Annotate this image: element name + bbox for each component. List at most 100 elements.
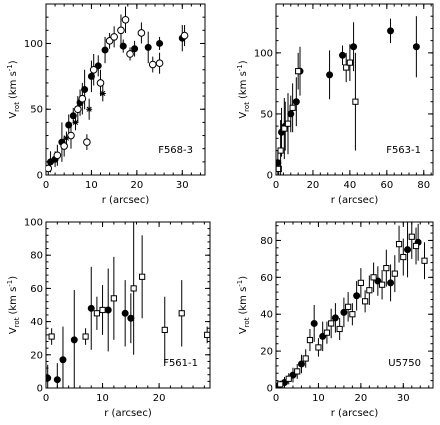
data-layer <box>276 16 420 175</box>
x-axis-label: r (arcsec) <box>102 195 150 206</box>
data-point-filled-circle <box>131 45 139 53</box>
panel-label: F568-3 <box>158 145 193 156</box>
data-point-filled-circle <box>292 98 300 106</box>
y-label-sub: rot <box>243 102 251 112</box>
data-point-open-square <box>408 233 415 240</box>
data-point-open-square <box>281 125 288 132</box>
data-point-open-square <box>362 298 369 305</box>
data-point-filled-circle <box>70 336 78 344</box>
y-label-main: V <box>238 327 249 334</box>
data-point-open-square <box>349 311 356 318</box>
data-point-open-circle <box>89 65 98 74</box>
data-point-filled-circle <box>326 71 334 79</box>
data-point-open-square <box>323 329 331 336</box>
data-point-open-circle <box>148 60 157 69</box>
x-tick-label: 0 <box>273 393 279 404</box>
data-point-open-square <box>277 381 284 388</box>
data-layer <box>46 222 210 388</box>
y-label-exp: -1 <box>236 280 244 287</box>
plot-frame <box>45 221 211 389</box>
y-label-exp: -1 <box>6 280 14 287</box>
data-point-filled-circle <box>144 43 152 51</box>
data-point-open-circle <box>46 164 53 173</box>
panel-label: F563-1 <box>386 145 421 156</box>
y-label-close: ) <box>238 276 249 280</box>
plot-frame <box>275 221 434 389</box>
data-point-filled-circle <box>81 86 89 93</box>
data-point-filled-circle <box>59 356 67 364</box>
x-tick-label: 20 <box>130 180 143 191</box>
panel-u5750: 0 10 20 30 0 20 40 60 80 r (arcsec) Vrot (km s-1) U5… <box>236 221 434 419</box>
y-label-exp: -1 <box>6 64 14 71</box>
data-point-open-circle <box>126 50 134 58</box>
y-label-sub: rot <box>13 102 21 112</box>
data-point-open-square <box>48 333 55 340</box>
y-tick-label: 20 <box>260 347 273 358</box>
y-axis-label: Vrot (km s-1) <box>236 60 251 118</box>
y-label-main: V <box>238 112 249 119</box>
data-point-filled-circle <box>69 112 77 120</box>
data-point-open-square <box>285 375 292 382</box>
x-tick-label: 10 <box>96 393 109 404</box>
y-axis-label: Vrot (km s-1) <box>236 276 251 334</box>
y-label-close: ) <box>8 276 19 280</box>
data-point-filled-circle <box>340 308 348 316</box>
data-point-filled-circle <box>46 374 52 382</box>
y-label-close: ) <box>8 60 19 64</box>
data-point-open-circle <box>155 59 164 67</box>
data-layer <box>276 222 428 388</box>
data-point-open-circle <box>110 33 118 41</box>
x-tick-label: 40 <box>344 180 357 191</box>
data-point-filled-circle <box>387 27 395 35</box>
data-point-filled-circle <box>94 62 102 70</box>
data-point-filled-circle <box>127 314 135 322</box>
y-tick-label: 0 <box>37 171 43 182</box>
x-axis-label: r (arcsec) <box>331 408 379 419</box>
x-tick-label: 60 <box>380 180 393 191</box>
panel-label: F561-1 <box>163 358 198 369</box>
x-tick-label: 0 <box>273 180 279 191</box>
data-point-open-square <box>93 310 100 317</box>
plot-frame <box>45 3 206 176</box>
x-tick-label: 0 <box>43 180 49 191</box>
data-point-open-circle <box>121 15 130 24</box>
panel-f568-3: 0 10 20 30 0 50 100 r (arcsec) Vrot (km s-1) F568-… <box>6 3 206 206</box>
x-tick-label: 0 <box>43 393 49 404</box>
y-label-exp: -1 <box>236 64 244 71</box>
x-tick-label: 20 <box>307 180 320 191</box>
data-point-open-square <box>352 98 359 105</box>
data-point-open-square <box>366 287 373 294</box>
y-tick-label: 50 <box>30 105 43 116</box>
data-point-open-square <box>391 270 398 277</box>
y-tick-label: 0 <box>37 384 43 395</box>
y-tick-label: 80 <box>30 251 43 262</box>
data-point-open-square <box>412 242 420 250</box>
x-tick-label: 10 <box>85 180 98 191</box>
panel-f563-1: 0 20 40 60 80 0 50 100 r (arcsec) Vrot (km s-1) F56… <box>236 3 434 206</box>
data-point-filled-circle <box>310 319 318 327</box>
data-point-star <box>99 90 106 97</box>
data-point-filled-circle <box>350 43 358 51</box>
data-point-filled-circle <box>101 46 109 54</box>
data-point-open-square <box>295 68 302 75</box>
y-label-unit: (km s <box>8 71 19 99</box>
x-tick-label: 80 <box>417 180 430 191</box>
data-point-open-square <box>357 279 364 286</box>
data-point-filled-circle <box>87 72 95 80</box>
data-point-open-circle <box>137 29 146 37</box>
data-point-open-square <box>345 303 352 310</box>
data-point-filled-circle <box>404 246 412 254</box>
x-tick-label: 20 <box>354 393 367 404</box>
y-tick-label: 60 <box>30 284 43 295</box>
x-axis-label: r (arcsec) <box>104 408 152 419</box>
data-point-filled-circle <box>65 121 73 129</box>
data-point-open-square <box>421 257 428 264</box>
data-point-open-square <box>400 253 407 261</box>
data-point-open-square <box>130 285 137 292</box>
data-point-open-circle <box>96 79 105 87</box>
data-point-open-square <box>302 355 309 362</box>
data-point-open-square <box>378 281 386 288</box>
data-point-open-square <box>277 147 284 154</box>
data-point-open-circle <box>74 105 82 114</box>
